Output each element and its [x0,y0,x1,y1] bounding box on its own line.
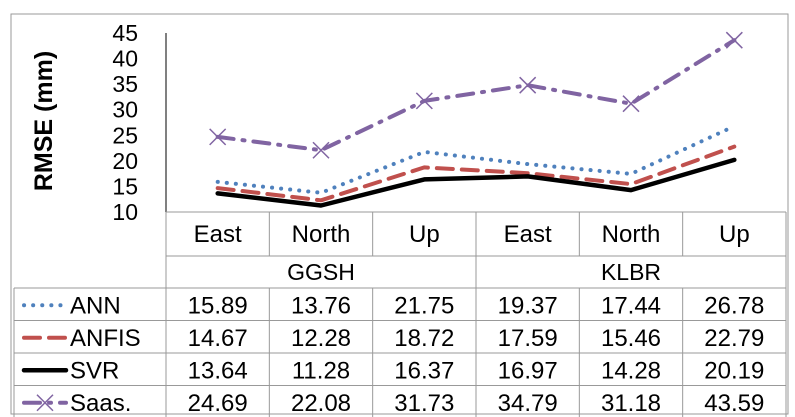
data-point-marker [209,128,227,146]
legend-label: ANFIS [70,325,141,352]
data-point-marker [622,95,640,113]
table-value: 14.67 [188,325,248,352]
x-category-label: North [292,221,351,248]
y-tick-label: 45 [112,20,138,46]
y-tick-label: 20 [112,148,138,174]
y-tick-label: 15 [112,173,138,199]
table-value: 15.46 [601,325,661,352]
legend-label: Saas. [70,390,131,417]
chart-frame [10,13,789,415]
data-point-marker [415,92,433,110]
table-value: 24.69 [188,390,248,417]
x-category-label: Up [409,221,440,248]
series-lines [209,31,743,208]
table-value: 17.44 [601,292,661,319]
y-tick-label: 10 [112,199,138,225]
table-value: 31.18 [601,390,661,417]
y-tick-label: 35 [112,71,138,97]
data-point-marker [312,141,330,159]
x-group-label: GGSH [287,259,355,285]
series-line-saas [215,38,737,153]
x-category-label: East [194,221,242,248]
y-axis-title: RMSE (mm) [30,51,58,191]
table-value: 13.64 [188,357,248,384]
legend-label: ANN [70,292,121,319]
data-point-marker [519,76,537,94]
table-value: 22.79 [704,325,764,352]
series-line-anfis [215,144,737,203]
y-tick-label: 25 [112,122,138,148]
table-value: 26.78 [704,292,764,319]
table-value: 17.59 [498,325,558,352]
table-value: 12.28 [291,325,351,352]
table-value: 14.28 [601,357,661,384]
data-point-marker [725,31,743,49]
series-line-svr [215,157,737,208]
table-value: 11.28 [292,357,350,384]
table-value: 16.97 [498,357,558,384]
x-category-label: North [602,221,661,248]
table-value: 34.79 [498,390,558,417]
table-value: 31.73 [394,390,454,417]
x-category-label: Up [719,221,750,248]
y-tick-label: 30 [112,97,138,123]
x-group-label: KLBR [601,259,661,285]
table-value: 19.37 [498,292,558,319]
legend-label: SVR [70,357,119,384]
table-value: 18.72 [394,325,454,352]
y-tick-label: 40 [112,46,138,72]
data-table: East North Up East North Up GGSH KLBR ANN 15.89 13… [13,211,787,417]
x-category-label: East [504,221,552,248]
table-value: 22.08 [291,390,351,417]
table-value: 21.75 [394,292,454,319]
table-value: 15.89 [188,292,248,319]
table-value: 16.37 [394,357,454,384]
table-value: 13.76 [291,292,351,319]
table-value: 20.19 [704,357,764,384]
table-value: 43.59 [704,390,764,417]
legend-key-saas [22,394,68,412]
